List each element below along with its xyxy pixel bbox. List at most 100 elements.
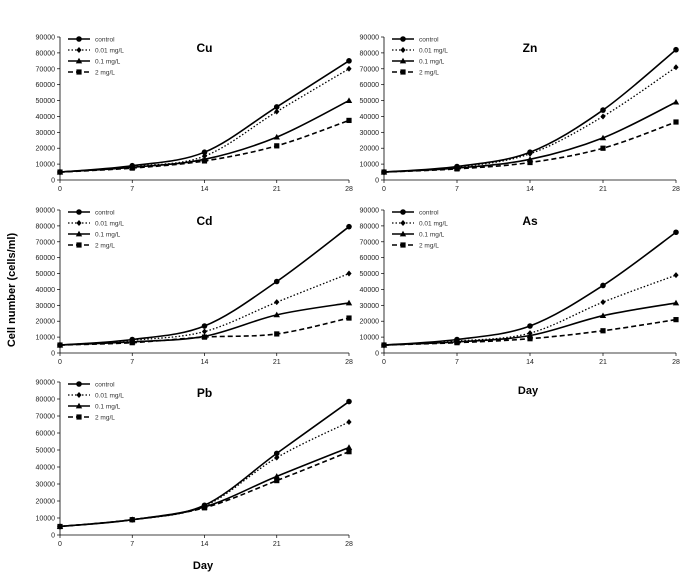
legend-label: 0.01 mg/L (95, 47, 124, 54)
x-tick-label: 28 (672, 186, 680, 193)
y-tick-label: 60000 (36, 82, 56, 89)
y-tick-label: 20000 (360, 319, 380, 326)
y-tick-label: 40000 (360, 114, 380, 121)
legend-label: 2 mg/L (419, 242, 439, 249)
legend-marker (400, 36, 406, 42)
legend-label: control (95, 381, 115, 388)
data-point (57, 169, 63, 175)
x-tick-label: 28 (345, 359, 353, 366)
data-point (346, 270, 352, 277)
legend-marker (76, 36, 82, 42)
data-point (274, 108, 280, 115)
y-axis-title: Cell number (cells/ml) (6, 233, 18, 348)
y-tick-label: 30000 (36, 482, 56, 489)
y-tick-label: 90000 (360, 35, 380, 42)
legend-label: 0.01 mg/L (419, 47, 448, 54)
x-tick-label: 0 (382, 186, 386, 193)
y-tick-label: 70000 (36, 66, 56, 73)
legend-label: control (95, 209, 115, 216)
x-tick-label: 28 (672, 359, 680, 366)
y-tick-label: 10000 (36, 335, 56, 342)
data-point (346, 117, 352, 124)
data-point (527, 150, 533, 157)
data-point (527, 159, 533, 166)
y-tick-label: 80000 (36, 50, 56, 57)
data-point (274, 331, 280, 337)
panel-title: As (522, 214, 538, 228)
y-tick-label: 20000 (36, 319, 56, 326)
y-tick-label: 50000 (36, 98, 56, 105)
legend-label: 0.01 mg/L (95, 392, 124, 399)
legend-marker (75, 57, 83, 64)
x-tick-label: 21 (273, 541, 281, 548)
data-point (600, 282, 606, 289)
chart-panel-as: 0 10000 20000 30000 40000 50000 60000 70000 8000… (360, 208, 680, 367)
chart-panel-pb: 0 10000 20000 30000 40000 50000 60000 70000 8000… (36, 380, 353, 549)
legend-label: 2 mg/L (95, 69, 115, 76)
data-point (454, 166, 460, 172)
data-point (273, 104, 280, 110)
panel-title: Cu (197, 41, 213, 55)
x-tick-label: 21 (599, 186, 607, 193)
y-tick-label: 80000 (360, 223, 380, 230)
data-point (57, 523, 63, 530)
series-line-3 (59, 450, 350, 528)
panel-title: Cd (197, 214, 213, 228)
y-tick-label: 30000 (360, 130, 380, 137)
legend-marker (399, 57, 407, 64)
data-point (273, 133, 280, 140)
y-tick-label: 90000 (36, 208, 56, 215)
legend-label: 0.1 mg/L (95, 58, 121, 65)
y-tick-label: 90000 (36, 35, 56, 42)
x-tick-label: 14 (526, 186, 534, 193)
series-line-1 (59, 272, 350, 346)
data-point (346, 449, 352, 455)
chart-panels: 0100002000030000400005000060000700008000… (36, 35, 680, 549)
legend-label: 0.1 mg/L (419, 58, 445, 65)
legend-marker (76, 69, 82, 75)
chart-panel-cd: 0 10000 20000 30000 40000 50000 60000 70000 8000… (36, 208, 353, 367)
y-tick-label: 0 (375, 178, 379, 185)
data-point (274, 454, 280, 461)
y-tick-label: 70000 (36, 239, 56, 246)
data-point (381, 169, 387, 175)
data-point (346, 398, 352, 405)
y-tick-label: 40000 (36, 287, 56, 294)
data-point (599, 134, 607, 141)
data-point (672, 98, 680, 105)
legend-marker (76, 220, 82, 226)
y-tick-label: 50000 (360, 271, 380, 278)
x-tick-label: 0 (382, 359, 386, 366)
data-point (273, 278, 280, 285)
y-tick-label: 0 (51, 533, 55, 540)
y-tick-label: 50000 (36, 448, 56, 455)
y-tick-label: 60000 (360, 255, 380, 262)
x-tick-label: 14 (201, 186, 209, 193)
chart-panel-zn: 0 10000 20000 30000 40000 50000 60000 70000 8000… (360, 35, 680, 194)
legend-marker (75, 230, 83, 237)
data-point (129, 165, 135, 171)
y-tick-label: 30000 (36, 130, 56, 137)
y-tick-label: 60000 (36, 255, 56, 262)
y-tick-label: 80000 (36, 397, 56, 404)
data-point (201, 149, 208, 155)
data-point (673, 229, 679, 236)
data-point (129, 340, 135, 346)
y-tick-label: 0 (51, 351, 55, 358)
legend-label: 2 mg/L (95, 414, 115, 421)
y-tick-label: 30000 (36, 303, 56, 310)
x-tick-label: 0 (58, 186, 62, 193)
legend-marker (400, 47, 406, 53)
data-point (345, 299, 353, 306)
x-tick-label: 14 (201, 541, 209, 548)
y-tick-label: 80000 (36, 223, 56, 230)
legend-label: 2 mg/L (419, 69, 439, 76)
legend-marker (76, 47, 82, 53)
data-point (600, 113, 606, 120)
y-tick-label: 50000 (360, 98, 380, 105)
legend-label: control (419, 209, 439, 216)
legend-marker (76, 381, 82, 387)
y-tick-label: 40000 (36, 465, 56, 472)
x-tick-label: 7 (130, 359, 134, 366)
